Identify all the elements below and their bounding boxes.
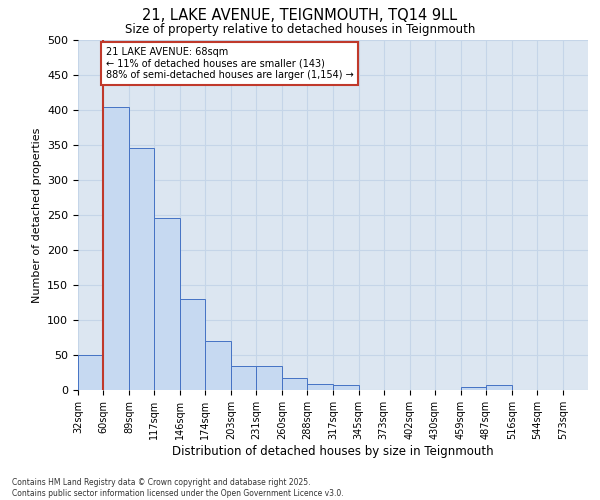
Bar: [307, 384, 334, 390]
Bar: [283, 378, 307, 390]
Bar: [78, 355, 103, 390]
Bar: [256, 366, 283, 390]
Y-axis label: Number of detached properties: Number of detached properties: [32, 128, 41, 302]
Bar: [486, 385, 512, 390]
Bar: [180, 299, 205, 390]
Bar: [129, 148, 154, 390]
Text: Contains HM Land Registry data © Crown copyright and database right 2025.
Contai: Contains HM Land Registry data © Crown c…: [12, 478, 344, 498]
Text: 21, LAKE AVENUE, TEIGNMOUTH, TQ14 9LL: 21, LAKE AVENUE, TEIGNMOUTH, TQ14 9LL: [142, 8, 458, 22]
Bar: [205, 341, 231, 390]
Bar: [231, 366, 256, 390]
Bar: [103, 106, 129, 390]
X-axis label: Distribution of detached houses by size in Teignmouth: Distribution of detached houses by size …: [172, 444, 494, 458]
Text: Size of property relative to detached houses in Teignmouth: Size of property relative to detached ho…: [125, 22, 475, 36]
Bar: [461, 386, 486, 390]
Text: 21 LAKE AVENUE: 68sqm
← 11% of detached houses are smaller (143)
88% of semi-det: 21 LAKE AVENUE: 68sqm ← 11% of detached …: [106, 47, 353, 80]
Bar: [154, 218, 180, 390]
Bar: [334, 385, 359, 390]
